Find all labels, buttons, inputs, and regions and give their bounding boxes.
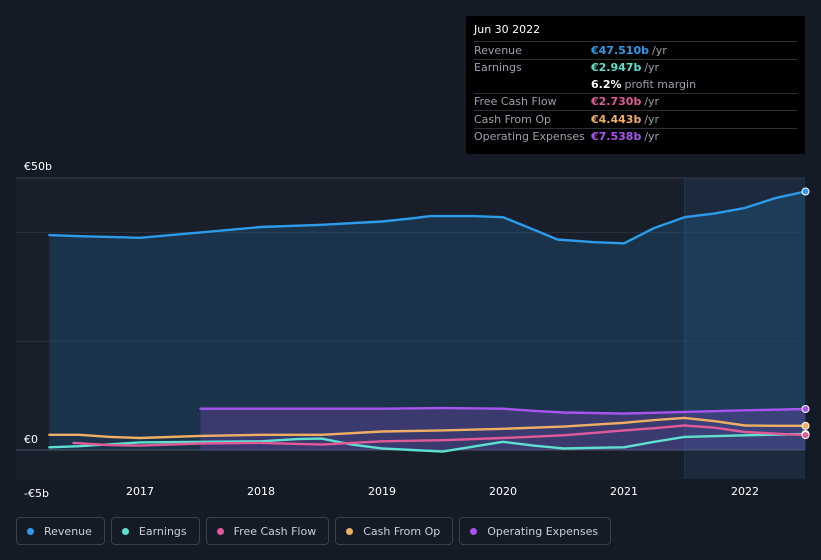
legend-dot-icon (470, 527, 478, 535)
legend-label: Cash From Op (363, 524, 441, 538)
tooltip-row: Cash From Op €4.443b/yr (474, 110, 797, 128)
series-line-cash-from-op (48, 416, 807, 440)
tooltip-row-label: Operating Expenses (474, 130, 585, 144)
tooltip-row-value: €7.538b (591, 130, 642, 144)
series-area-revenue (49, 191, 806, 450)
tooltip-row-value: €4.443b (591, 112, 642, 126)
legend-dot-icon (121, 527, 129, 535)
x-tick-label: 2021 (610, 485, 638, 498)
x-tick-label: 2018 (247, 485, 275, 498)
tooltip-row-unit: /yr (644, 130, 660, 144)
legend-item[interactable]: Cash From Op (335, 517, 454, 545)
legend-label: Earnings (138, 524, 187, 538)
legend-label: Operating Expenses (487, 524, 599, 538)
tooltip-row: Free Cash Flow €2.730b/yr (474, 92, 797, 111)
x-tick-label: 2019 (368, 485, 396, 498)
tooltip-row: Revenue €47.510b/yr (474, 41, 797, 59)
tooltip-row-unit: /yr (644, 112, 660, 126)
series-line-earnings (48, 432, 807, 453)
series-line-operating-expenses (199, 406, 807, 415)
tooltip-row-unit: /yr (644, 61, 660, 75)
tooltip-row: 6.2% profit margin (474, 76, 797, 93)
tooltip-panel: Jun 30 2022 Revenue €47.510b/yr Earnings €2… (466, 16, 805, 154)
tooltip-row-label: Earnings (474, 61, 522, 75)
series-endpoint (801, 421, 810, 430)
legend-item[interactable]: Earnings (110, 517, 200, 545)
tooltip-row-label: Cash From Op (474, 112, 552, 126)
y-tick-label: €50b (24, 160, 52, 173)
tooltip-row-unit: /yr (651, 43, 667, 57)
series-endpoint (801, 431, 810, 440)
tooltip-row: Earnings €2.947b/yr (474, 58, 797, 77)
series-endpoint (801, 404, 810, 413)
legend-label: Free Cash Flow (233, 524, 317, 538)
legend-dot-icon (27, 527, 34, 535)
tooltip-row-label: Revenue (474, 43, 522, 57)
tooltip-row-unit: profit margin (624, 77, 697, 91)
tooltip-row: Operating Expenses €7.538b/yr (474, 127, 797, 146)
tooltip-row-value: €47.510b (591, 43, 649, 57)
tooltip-row-label: Free Cash Flow (474, 95, 557, 109)
legend-dot-icon (346, 527, 354, 535)
y-tick-label: €0 (24, 433, 38, 446)
series-line-revenue (48, 190, 807, 245)
legend-label: Revenue (44, 524, 92, 538)
legend-item[interactable]: Free Cash Flow (205, 517, 330, 545)
x-tick-label: 2022 (731, 485, 759, 498)
tooltip-row-value: 6.2% (591, 77, 622, 91)
y-tick-label: -€5b (24, 487, 49, 500)
x-tick-label: 2017 (126, 485, 154, 498)
series-endpoint (801, 187, 810, 196)
tooltip-row-unit: /yr (644, 95, 660, 109)
legend-dot-icon (216, 527, 224, 535)
tooltip-date: Jun 30 2022 (474, 23, 541, 36)
x-tick-label: 2020 (489, 485, 517, 498)
legend-item[interactable]: Revenue (16, 517, 105, 545)
series-line-free-cash-flow (72, 424, 807, 447)
legend: Revenue Earnings Free Cash Flow Cash From O… (16, 517, 612, 545)
forecast-region (684, 178, 805, 479)
tooltip-row-value: €2.947b (591, 61, 642, 75)
legend-item[interactable]: Operating Expenses (459, 517, 612, 545)
plot-background (16, 178, 685, 479)
tooltip-row-value: €2.730b (591, 95, 642, 109)
